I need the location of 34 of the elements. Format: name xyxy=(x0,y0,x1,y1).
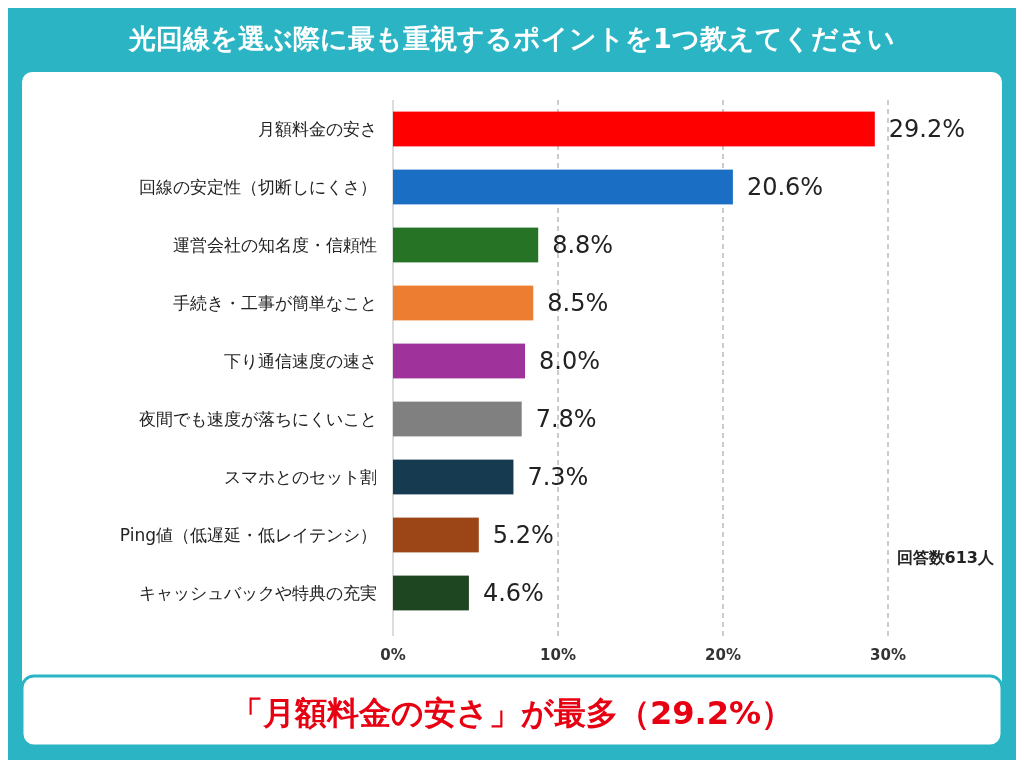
bar xyxy=(393,343,525,379)
text: 「月額料金の安さ」が最多（29.2%） xyxy=(230,694,794,733)
data-label: 20.6% xyxy=(746,173,824,202)
y-tick-label: 手続き・工事が簡単なこと xyxy=(173,292,377,313)
bar xyxy=(393,459,514,495)
data-label: 4.6% xyxy=(482,579,544,608)
data-label: 8.5% xyxy=(547,289,609,318)
x-tick-label: 0% xyxy=(380,646,406,664)
y-tick-label: Ping値（低遅延・低レイテンシ） xyxy=(119,524,377,545)
data-label: 8.8% xyxy=(552,231,614,260)
data-label: 7.8% xyxy=(535,405,597,434)
data-label: 5.2% xyxy=(492,521,554,550)
chart-title: 光回線を選ぶ際に最も重視するポイントを1つ教えてください xyxy=(128,23,895,54)
x-tick-label: 10% xyxy=(540,646,576,664)
bar xyxy=(393,285,534,321)
y-tick-label: 運営会社の知名度・信頼性 xyxy=(173,234,377,255)
data-label: 8.0% xyxy=(539,347,600,376)
y-tick-label: キャッシュバックや特典の充実 xyxy=(139,582,377,603)
bar xyxy=(393,517,479,553)
bar xyxy=(393,169,733,205)
y-tick-label: 回線の安定性（切断しにくさ） xyxy=(139,176,377,197)
y-tick-label: 下り通信速度の速さ xyxy=(224,350,377,371)
y-tick-label: スマホとのセット割 xyxy=(224,466,377,487)
bar xyxy=(393,227,539,263)
x-tick-label: 30% xyxy=(870,646,906,664)
x-tick-label: 20% xyxy=(705,646,741,664)
y-tick-label: 月額料金の安さ xyxy=(258,118,377,139)
data-label: 7.3% xyxy=(527,463,589,492)
bar xyxy=(393,401,522,437)
text: 回答数613人 xyxy=(896,548,995,567)
bar xyxy=(393,575,469,611)
y-tick-label: 夜間でも速度が落ちにくいこと xyxy=(139,408,377,429)
data-label: 29.2% xyxy=(888,115,966,144)
bar xyxy=(393,111,875,147)
